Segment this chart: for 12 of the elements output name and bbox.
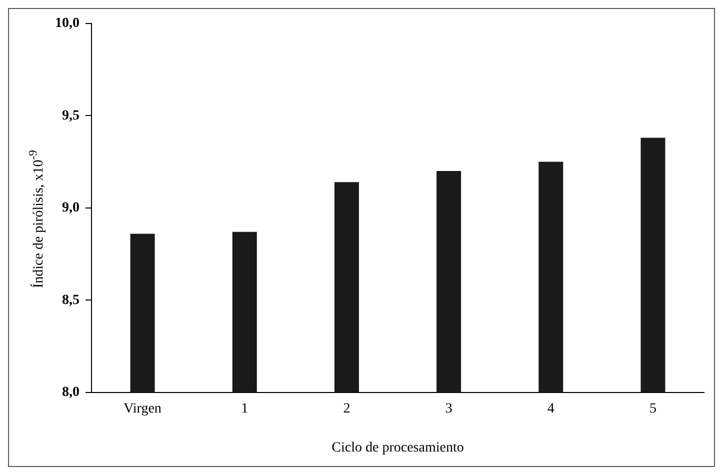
y-tick-label: 10,0 [55, 16, 80, 32]
x-tick-label: 1 [241, 401, 248, 416]
x-axis-title: Ciclo de procesamiento [332, 440, 464, 456]
y-tick-label: 9,5 [62, 108, 80, 124]
y-tick-label: 8,0 [62, 385, 80, 400]
x-tick-label: 2 [343, 401, 350, 416]
y-tick-label: 9,0 [62, 200, 80, 216]
y-tick-label: 8,5 [62, 292, 80, 308]
x-tick-label: 4 [547, 401, 554, 416]
x-tick-label: Virgen [124, 401, 162, 416]
x-tick-label: 5 [649, 401, 656, 416]
x-tick-label: 3 [445, 401, 452, 416]
